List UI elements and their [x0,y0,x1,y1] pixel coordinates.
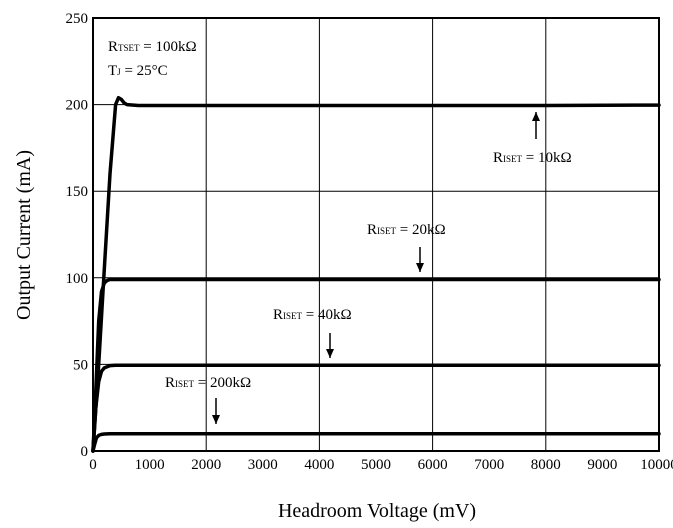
y-tick-label: 150 [66,184,89,200]
x-tick-label: 5000 [361,457,391,473]
series-line-1 [91,277,661,453]
arrow-head-icon [212,415,220,424]
series-line-2 [91,363,661,453]
condition-label: RTSET = 100kΩ [108,39,197,55]
y-tick-label: 250 [66,11,89,27]
x-tick-label: 0 [89,457,97,473]
series-layer [91,95,661,453]
x-tick-label: 1000 [135,457,165,473]
y-tick-label: 200 [66,98,89,114]
series-annotation-label: RISET = 200kΩ [165,375,251,391]
y-axis-ticks: 0 50 100 150 200 250 [66,11,89,460]
x-tick-label: 8000 [531,457,561,473]
series-line-3 [91,431,661,453]
series-annotation-label: RISET = 40kΩ [273,307,352,323]
plot-frame [92,17,660,452]
x-tick-label: 7000 [474,457,504,473]
x-tick-label: 9000 [587,457,617,473]
x-tick-label: 4000 [304,457,334,473]
series-annotation-label: RISET = 20kΩ [367,222,446,238]
series-annotations: RISET = 10kΩ RISET = 20kΩ RISET = 40kΩ RISE… [165,112,572,424]
y-tick-label: 100 [66,271,89,287]
series-annotation-label: RISET = 10kΩ [493,150,572,166]
x-tick-label: 3000 [248,457,278,473]
x-axis-label: Headroom Voltage (mV) [278,500,476,522]
y-tick-label: 0 [81,444,89,460]
series-line-0 [91,95,661,453]
y-tick-label: 50 [73,357,88,373]
arrow-head-icon [326,349,334,358]
x-axis-ticks: 0 1000 2000 3000 4000 5000 6000 7000 8000 9000 100… [89,457,673,473]
test-conditions: RTSET = 100kΩ TJ = 25°C [108,39,197,79]
x-tick-label: 6000 [418,457,448,473]
y-axis-label: Output Current (mA) [13,150,35,320]
arrow-head-icon [532,112,540,121]
x-tick-label: 2000 [191,457,221,473]
condition-label: TJ = 25°C [108,63,168,79]
arrow-head-icon [416,263,424,272]
